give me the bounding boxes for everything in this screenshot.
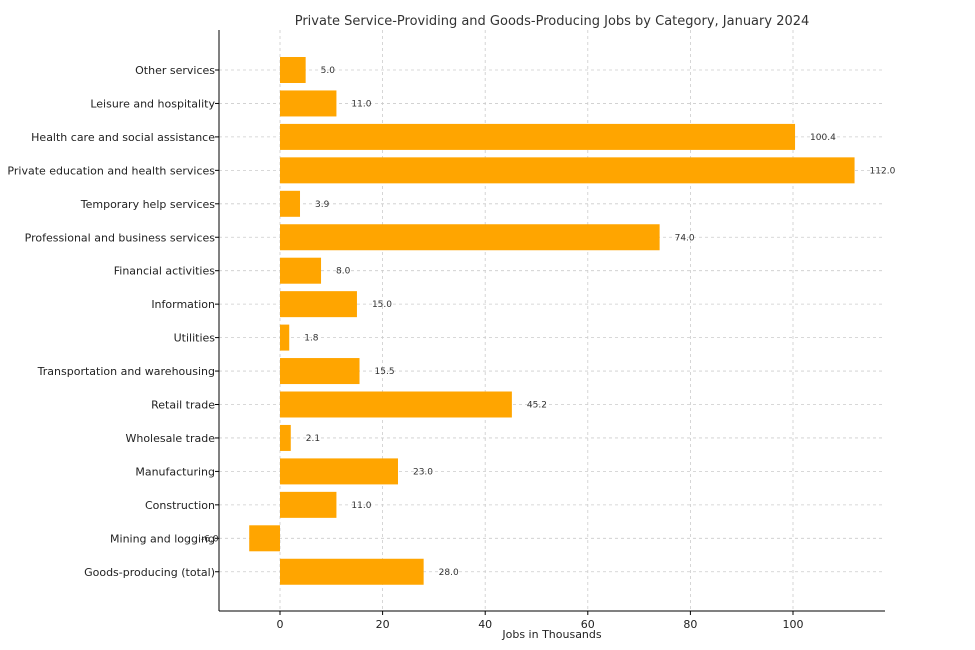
category-label: Manufacturing	[135, 465, 215, 478]
data-label: 45.2	[527, 401, 547, 411]
category-label: Professional and business services	[25, 231, 216, 244]
data-label: -6.0	[201, 534, 219, 544]
bar	[280, 257, 322, 284]
data-label: 11.0	[351, 501, 371, 511]
data-label: 74.0	[675, 233, 695, 243]
data-label: 28.0	[439, 568, 459, 578]
data-label: 100.4	[810, 133, 836, 143]
bar	[280, 358, 360, 385]
category-label: Leisure and hospitality	[90, 97, 215, 110]
x-tick-label: 20	[376, 618, 390, 631]
bar	[280, 458, 398, 485]
category-label: Health care and social assistance	[31, 131, 215, 144]
data-label: 112.0	[870, 166, 896, 176]
bar	[280, 324, 290, 351]
data-label: 3.9	[315, 200, 330, 210]
category-label: Temporary help services	[80, 198, 216, 211]
data-label: 11.0	[351, 99, 371, 109]
category-label: Information	[151, 298, 215, 311]
x-tick-label: 0	[277, 618, 284, 631]
x-tick-label: 100	[783, 618, 804, 631]
x-tick-label: 40	[478, 618, 492, 631]
x-axis-label: Jobs in Thousands	[501, 628, 602, 641]
bar	[280, 224, 660, 251]
bar	[280, 57, 306, 83]
category-label: Utilities	[174, 332, 216, 345]
data-label: 1.8	[304, 334, 319, 344]
category-label: Mining and logging	[110, 532, 215, 545]
data-label: 15.5	[375, 367, 395, 377]
category-label: Wholesale trade	[125, 432, 215, 445]
bar	[280, 291, 357, 318]
category-label: Financial activities	[114, 265, 216, 278]
category-label: Transportation and warehousing	[37, 365, 215, 378]
bar	[280, 491, 337, 518]
axis-layer	[215, 30, 885, 615]
bar	[280, 391, 512, 418]
data-label: 5.0	[321, 66, 336, 76]
chart-title: Private Service-Providing and Goods-Prod…	[295, 14, 810, 29]
bar-layer	[249, 57, 855, 585]
category-label: Goods-producing (total)	[84, 566, 215, 579]
x-tick-label: 60	[581, 618, 595, 631]
data-label: 2.1	[306, 434, 320, 444]
bar	[280, 123, 796, 150]
bar	[280, 424, 291, 451]
bar	[280, 157, 855, 184]
bar	[280, 90, 337, 117]
x-tick-label: 80	[683, 618, 697, 631]
data-label: 15.0	[372, 300, 392, 310]
bar	[280, 190, 301, 217]
category-label: Other services	[135, 64, 215, 77]
label-layer: 0 20 40 60 80 100 Other services 5.0 Leisure and…	[7, 64, 895, 631]
category-label: Retail trade	[151, 399, 215, 412]
category-label: Private education and health services	[7, 164, 215, 177]
data-label: 8.0	[336, 267, 351, 277]
bar	[249, 525, 280, 552]
data-label: 23.0	[413, 467, 433, 477]
category-label: Construction	[145, 499, 215, 512]
grid-layer	[219, 30, 885, 611]
bar	[280, 558, 424, 585]
